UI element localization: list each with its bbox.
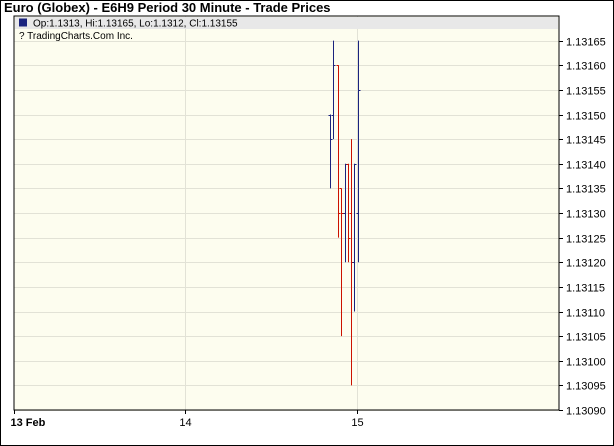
ohlc-bar	[331, 40, 336, 140]
ohlc-bar	[328, 114, 333, 189]
price-bars	[328, 40, 361, 386]
y-tick-label: 1.13110	[566, 308, 605, 320]
legend-background	[15, 17, 558, 29]
y-tick-label: 1.13120	[566, 258, 606, 270]
ohlc-bar	[346, 163, 351, 263]
y-tick-label: 1.13115	[566, 283, 605, 295]
ohlc-bar	[356, 40, 361, 263]
y-axis-ticks: 1.13090 1.13095 1.13100 1.13105 1.13110 1.131…	[559, 37, 606, 418]
y-tick-label: 1.13125	[566, 234, 606, 246]
y-tick-label: 1.13135	[566, 184, 606, 196]
ohlc-bar	[336, 65, 341, 238]
y-tick-label: 1.13095	[566, 381, 606, 393]
legend-ohlc-text: Op:1.1313, Hi:1.13165, Lo:1.1312, Cl:1.1…	[33, 19, 238, 30]
y-tick-label: 1.13145	[566, 135, 606, 147]
y-tick-label: 1.13140	[566, 160, 606, 172]
y-tick-label: 1.13150	[566, 111, 606, 123]
x-tick-label: 14	[179, 417, 191, 429]
x-tick-label: 15	[351, 417, 363, 429]
y-tick-label: 1.13155	[566, 86, 606, 98]
y-tick-label: 1.13100	[566, 357, 606, 369]
ohlc-bar	[352, 163, 357, 312]
y-tick-label: 1.13130	[566, 209, 606, 221]
ohlc-bar	[339, 188, 344, 337]
y-tick-label: 1.13165	[566, 37, 606, 49]
legend-source-text: ? TradingCharts.Com Inc.	[19, 31, 133, 42]
y-tick-label: 1.13090	[566, 406, 606, 418]
y-tick-label: 1.13105	[566, 332, 606, 344]
plot-frame	[13, 15, 560, 411]
legend: Op:1.1313, Hi:1.13165, Lo:1.1312, Cl:1.1…	[15, 17, 558, 42]
chart-title: Euro (Globex) - E6H9 Period 30 Minute - …	[4, 0, 331, 15]
x-axis-ticks: 13 Feb 14 15	[11, 410, 364, 429]
x-tick-label: 13 Feb	[11, 417, 46, 429]
y-tick-label: 1.13160	[566, 61, 606, 73]
legend-square-icon	[19, 18, 27, 27]
